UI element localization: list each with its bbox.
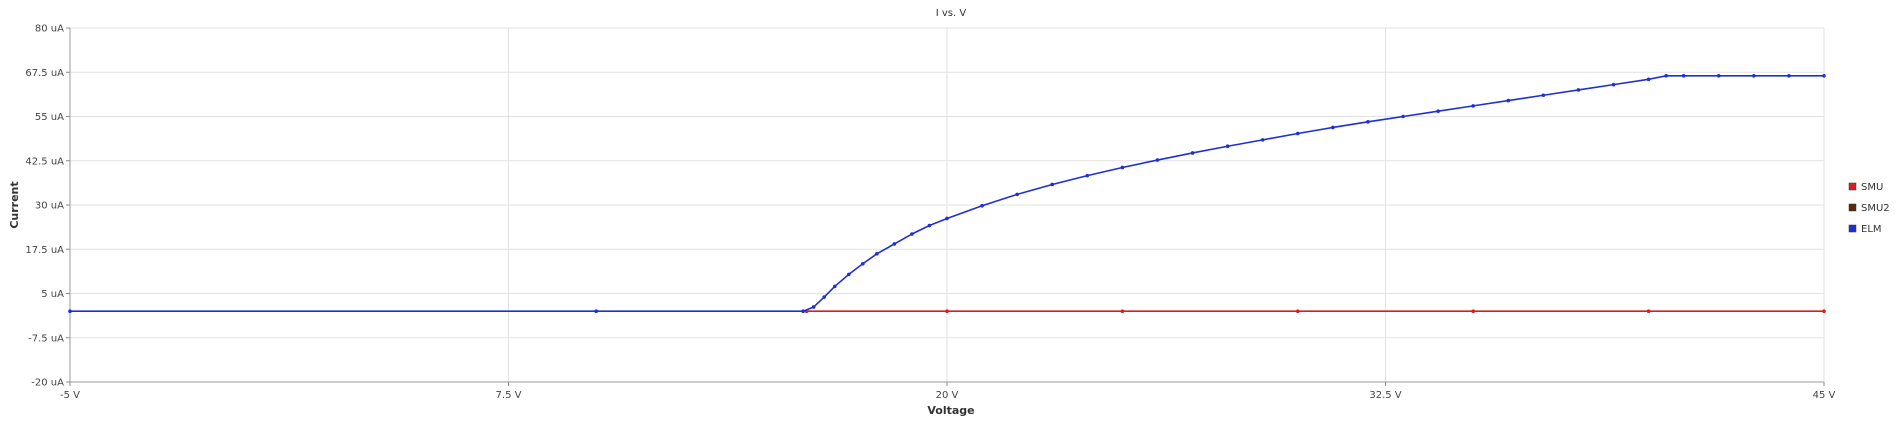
y-axis-title: Current bbox=[8, 181, 21, 228]
data-point-elm bbox=[801, 309, 805, 314]
data-point-elm bbox=[945, 216, 949, 221]
y-tick-label: 17.5 uA bbox=[25, 245, 64, 256]
y-tick-label: 5 uA bbox=[41, 289, 64, 300]
data-point-elm bbox=[1190, 151, 1195, 155]
data-point-elm bbox=[1155, 158, 1160, 162]
data-point-elm bbox=[1716, 73, 1721, 78]
data-point-smu bbox=[945, 309, 949, 314]
legend-label-elm: ELM bbox=[1861, 224, 1882, 235]
data-point-elm bbox=[927, 223, 932, 228]
y-tick-label: 42.5 uA bbox=[25, 156, 64, 167]
x-tick-label: 45 V bbox=[1813, 390, 1836, 401]
y-tick-label: -20 uA bbox=[31, 378, 64, 389]
data-point-elm bbox=[1752, 73, 1756, 78]
data-point-smu bbox=[1822, 309, 1826, 314]
data-point-elm bbox=[892, 242, 897, 246]
data-point-elm bbox=[875, 252, 879, 256]
data-point-elm bbox=[1225, 144, 1230, 149]
data-point-elm bbox=[1541, 93, 1546, 98]
grid-lines bbox=[69, 27, 1825, 383]
data-point-elm bbox=[1015, 192, 1019, 197]
legend-swatch-smu2 bbox=[1848, 203, 1857, 212]
data-point-elm bbox=[822, 295, 827, 299]
data-point-elm bbox=[1576, 88, 1581, 92]
y-tick-label: 55 uA bbox=[35, 112, 64, 123]
data-point-elm bbox=[594, 309, 598, 314]
legend: SMU SMU2 ELM bbox=[1848, 182, 1890, 235]
legend-label-smu2: SMU2 bbox=[1861, 203, 1890, 214]
data-point-smu bbox=[1471, 309, 1475, 314]
data-point-smu bbox=[1646, 309, 1651, 314]
tick-labels: -5 V 7.5 V 20 V 32.5 V 45 V -20 uA -7.5 uA 5 uA… bbox=[25, 24, 1835, 402]
y-tick-label: 80 uA bbox=[35, 24, 64, 35]
data-point-elm bbox=[832, 284, 837, 289]
legend-label-smu: SMU bbox=[1861, 182, 1883, 193]
data-point-elm bbox=[1366, 120, 1370, 124]
series-group bbox=[68, 73, 1826, 314]
data-point-elm bbox=[980, 203, 984, 208]
x-tick-label: 32.5 V bbox=[1369, 390, 1401, 401]
data-point-elm bbox=[1085, 173, 1090, 178]
legend-swatch-smu bbox=[1848, 182, 1857, 191]
data-point-smu bbox=[1296, 309, 1300, 314]
data-point-elm bbox=[910, 232, 914, 236]
data-point-elm bbox=[1120, 165, 1125, 170]
x-axis-title: Voltage bbox=[927, 404, 974, 417]
data-point-elm bbox=[1822, 73, 1826, 78]
x-tick-label: 7.5 V bbox=[496, 390, 522, 401]
data-point-elm bbox=[1646, 77, 1651, 82]
data-point-smu bbox=[1120, 309, 1125, 314]
x-tick-label: 20 V bbox=[936, 390, 959, 401]
legend-swatch-elm bbox=[1848, 224, 1857, 233]
data-point-elm bbox=[68, 309, 72, 314]
data-point-elm bbox=[1471, 104, 1475, 108]
data-point-elm bbox=[1611, 82, 1616, 87]
x-tick-label: -5 V bbox=[60, 390, 80, 401]
data-point-elm bbox=[1787, 73, 1791, 78]
data-point-elm bbox=[1664, 73, 1668, 78]
data-point-elm bbox=[1401, 114, 1405, 119]
data-point-elm bbox=[811, 305, 816, 309]
data-point-elm bbox=[846, 272, 851, 277]
y-tick-label: 30 uA bbox=[35, 201, 64, 212]
data-point-elm bbox=[1050, 182, 1055, 187]
axes bbox=[66, 27, 1825, 386]
data-point-elm bbox=[1681, 73, 1686, 78]
data-point-elm bbox=[1260, 138, 1265, 142]
data-point-elm bbox=[1506, 98, 1511, 103]
chart-title: I vs. V bbox=[936, 8, 967, 19]
data-point-elm bbox=[1436, 109, 1440, 113]
data-point-elm bbox=[861, 261, 865, 266]
data-point-elm bbox=[1331, 125, 1335, 130]
y-tick-label: -7.5 uA bbox=[28, 333, 64, 344]
y-tick-label: 67.5 uA bbox=[25, 68, 64, 79]
data-point-elm bbox=[1296, 131, 1300, 136]
